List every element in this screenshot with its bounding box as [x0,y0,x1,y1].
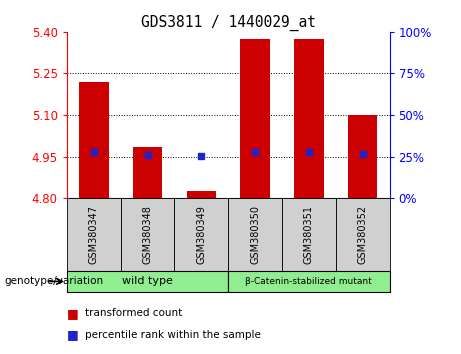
Text: GSM380349: GSM380349 [196,205,207,264]
Bar [240,39,270,198]
FancyBboxPatch shape [228,198,282,271]
Title: GDS3811 / 1440029_at: GDS3811 / 1440029_at [141,14,316,30]
FancyBboxPatch shape [282,198,336,271]
Bar [294,39,324,198]
Text: GSM380348: GSM380348 [142,205,153,264]
Text: wild type: wild type [122,276,173,286]
Text: percentile rank within the sample: percentile rank within the sample [85,330,261,339]
Text: genotype/variation: genotype/variation [5,276,104,286]
FancyBboxPatch shape [67,271,228,292]
Text: ■: ■ [67,328,78,341]
FancyBboxPatch shape [67,198,121,271]
Text: ■: ■ [67,307,78,320]
FancyBboxPatch shape [336,198,390,271]
Bar [133,147,162,198]
Text: GSM380352: GSM380352 [358,205,368,264]
Text: GSM380347: GSM380347 [89,205,99,264]
FancyBboxPatch shape [174,198,228,271]
Text: GSM380350: GSM380350 [250,205,260,264]
FancyBboxPatch shape [121,198,174,271]
Text: GSM380351: GSM380351 [304,205,314,264]
Bar [79,82,108,198]
Text: β-Catenin-stabilized mutant: β-Catenin-stabilized mutant [246,277,372,286]
Bar [187,191,216,198]
Text: transformed count: transformed count [85,308,183,318]
FancyBboxPatch shape [228,271,390,292]
Bar [348,115,378,198]
